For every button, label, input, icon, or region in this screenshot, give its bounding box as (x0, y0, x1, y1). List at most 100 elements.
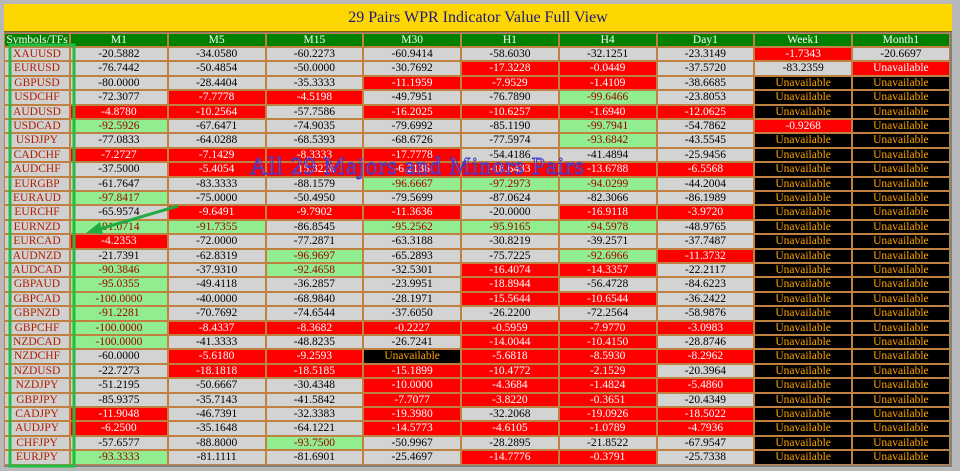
value-cell: -72.0000 (167, 234, 266, 249)
value-cell: -79.6992 (363, 119, 461, 134)
value-cell: -100.0000 (70, 320, 168, 335)
value-cell: -21.7391 (70, 248, 168, 263)
value-cell: -10.4772 (461, 363, 559, 379)
value-cell: -30.7692 (363, 61, 461, 76)
value-cell: -15.1899 (363, 363, 461, 379)
value-cell: Unavailable (754, 104, 852, 119)
value-cell: -77.5974 (461, 133, 559, 148)
value-cell: -91.0714 (70, 219, 168, 235)
symbol-cell: USDCHF (4, 90, 70, 105)
value-cell: -67.9547 (656, 435, 755, 451)
value-cell: -60.9414 (363, 47, 461, 62)
value-cell: Unavailable (852, 306, 950, 321)
value-cell: -54.4186 (461, 147, 559, 163)
value-cell: Unavailable (754, 75, 852, 91)
value-cell: -1.4824 (558, 378, 657, 393)
value-cell: -26.2200 (461, 306, 559, 321)
symbol-cell: GBPCAD (4, 291, 70, 307)
value-cell: Unavailable (754, 320, 852, 335)
value-cell: -7.9529 (461, 75, 559, 91)
value-cell: -72.3077 (70, 90, 168, 105)
value-cell: -97.2973 (461, 176, 559, 191)
value-cell: -75.0000 (167, 191, 266, 206)
value-cell: -18.8944 (461, 277, 559, 292)
value-cell: -25.7338 (656, 450, 755, 465)
value-cell: -68.5393 (265, 133, 364, 148)
value-cell: -4.7936 (656, 421, 755, 436)
value-cell: Unavailable (852, 119, 950, 134)
column-header: Day1 (656, 33, 755, 47)
value-cell: -85.1190 (461, 119, 559, 134)
symbol-cell: XAUUSD (4, 47, 70, 62)
symbol-cell: GBPNZD (4, 306, 70, 321)
value-cell: -14.5773 (363, 421, 461, 436)
value-cell: -5.4054 (167, 162, 266, 177)
value-cell: -35.7143 (167, 392, 266, 407)
value-cell: -92.6966 (558, 248, 657, 263)
value-cell: -44.2004 (656, 176, 755, 191)
value-cell: Unavailable (754, 349, 852, 364)
value-cell: -19.3980 (363, 407, 461, 422)
symbol-cell: GBPJPY (4, 392, 70, 407)
symbol-cell: GBPUSD (4, 75, 70, 91)
value-cell: Unavailable (754, 147, 852, 163)
value-cell: Unavailable (852, 61, 950, 76)
value-cell: -22.2117 (656, 263, 755, 278)
value-cell: -32.1251 (558, 47, 657, 62)
value-cell: -14.3357 (558, 263, 657, 278)
value-cell: -22.7273 (70, 363, 168, 379)
value-cell: Unavailable (754, 176, 852, 191)
value-cell: -95.0355 (70, 277, 168, 292)
value-cell: -50.4854 (167, 61, 266, 76)
value-cell: Unavailable (754, 133, 852, 148)
value-cell: -79.5699 (363, 191, 461, 206)
value-cell: -36.2857 (265, 277, 364, 292)
value-cell: -92.5926 (70, 119, 168, 134)
value-cell: -100.0000 (70, 291, 168, 307)
value-cell: -30.4348 (265, 378, 364, 393)
column-header: H4 (558, 33, 657, 47)
value-cell: Unavailable (754, 219, 852, 235)
value-cell: -15.3226 (265, 162, 364, 177)
symbol-cell: CADCHF (4, 147, 70, 163)
column-header: M15 (265, 33, 364, 47)
value-cell: Unavailable (852, 147, 950, 163)
value-cell: -18.1818 (167, 363, 266, 379)
value-cell: -74.9035 (265, 119, 364, 134)
value-cell: -28.2895 (461, 435, 559, 451)
value-cell: -88.1579 (265, 176, 364, 191)
value-cell: Unavailable (754, 191, 852, 206)
value-cell: -16.4074 (461, 263, 559, 278)
value-cell: Unavailable (852, 407, 950, 422)
symbol-cell: USDCAD (4, 119, 70, 134)
value-cell: -93.7500 (265, 435, 364, 451)
value-cell: -77.2871 (265, 234, 364, 249)
value-cell: -20.3964 (656, 363, 755, 379)
value-cell: -70.7692 (167, 306, 266, 321)
value-cell: -96.6667 (363, 176, 461, 191)
value-cell: -80.0000 (70, 75, 168, 91)
value-cell: -7.7077 (363, 392, 461, 407)
value-cell: Unavailable (754, 291, 852, 307)
value-cell: -35.1648 (167, 421, 266, 436)
value-cell: -11.3732 (656, 248, 755, 263)
value-cell: -20.5882 (70, 47, 168, 62)
column-header: Week1 (754, 33, 852, 47)
value-cell: -48.8235 (265, 335, 364, 350)
value-cell: -20.4349 (656, 392, 755, 407)
value-cell: -48.9765 (656, 219, 755, 235)
value-cell: Unavailable (754, 435, 852, 451)
value-cell: -41.3333 (167, 335, 266, 350)
value-cell: -1.4109 (558, 75, 657, 91)
value-cell: -14.0044 (461, 335, 559, 350)
value-cell: -9.6491 (167, 205, 266, 220)
value-cell: -25.9456 (656, 147, 755, 163)
value-cell: Unavailable (754, 392, 852, 407)
value-cell: -18.5185 (265, 363, 364, 379)
value-cell: Unavailable (754, 248, 852, 263)
symbol-cell: GBPAUD (4, 277, 70, 292)
value-cell: -23.8053 (656, 90, 755, 105)
symbol-cell: CHFJPY (4, 435, 70, 451)
value-cell: -50.6667 (167, 378, 266, 393)
